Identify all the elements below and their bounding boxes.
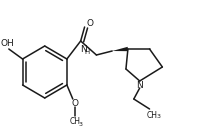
- Text: H: H: [84, 48, 89, 55]
- Text: 3: 3: [156, 115, 160, 120]
- Text: OH: OH: [1, 39, 15, 47]
- Text: N: N: [80, 46, 87, 55]
- Polygon shape: [112, 47, 128, 51]
- Text: N: N: [136, 82, 143, 91]
- Text: O: O: [71, 99, 78, 108]
- Text: O: O: [86, 19, 93, 29]
- Text: CH: CH: [147, 111, 158, 120]
- Text: CH: CH: [69, 117, 80, 127]
- Text: 3: 3: [79, 121, 83, 127]
